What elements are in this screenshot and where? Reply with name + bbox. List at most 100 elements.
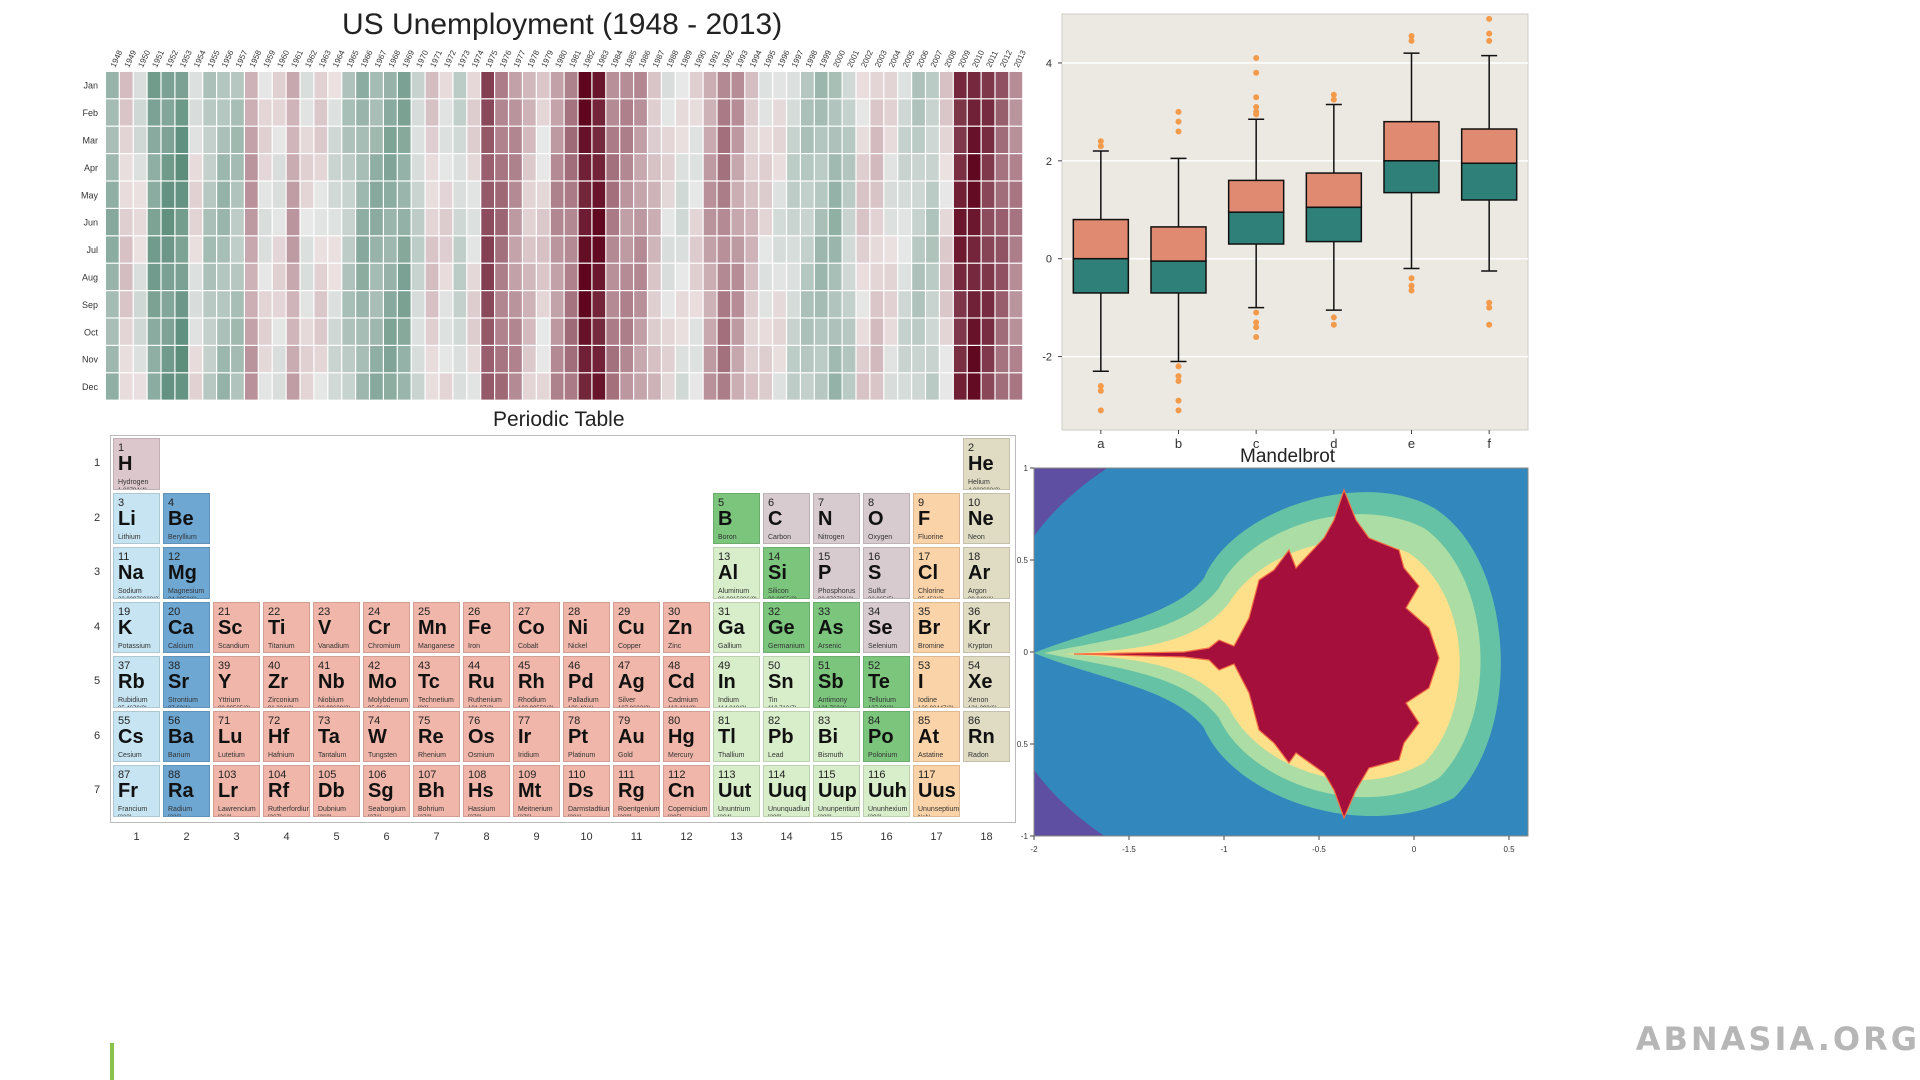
heatmap-cell bbox=[592, 236, 606, 263]
element-symbol: Hf bbox=[268, 725, 290, 748]
heatmap-cell bbox=[342, 291, 355, 318]
heatmap-cell bbox=[314, 263, 328, 290]
heatmap-cell bbox=[675, 236, 689, 263]
heatmap-cell bbox=[592, 346, 606, 373]
heatmap-cell bbox=[717, 346, 731, 373]
heatmap-cell bbox=[703, 209, 717, 236]
heatmap-cell bbox=[634, 263, 647, 290]
heatmap-cell bbox=[953, 126, 967, 153]
heatmap-cell bbox=[300, 154, 314, 181]
element-symbol: O bbox=[868, 507, 884, 530]
heatmap-cell bbox=[842, 72, 856, 99]
heatmap-cell bbox=[856, 209, 870, 236]
element-name: Ununpentium bbox=[818, 806, 860, 813]
heatmap-cell bbox=[564, 236, 578, 263]
element-number: 25 bbox=[418, 605, 431, 618]
heatmap-cell bbox=[995, 373, 1009, 400]
heatmap-cell bbox=[550, 72, 564, 99]
element-mass: 101.07(2) bbox=[468, 706, 494, 707]
heatmap-cell bbox=[203, 181, 216, 208]
boxplot-xtick-label: b bbox=[1175, 436, 1182, 451]
heatmap-cell bbox=[509, 99, 522, 126]
element-number: 53 bbox=[918, 660, 931, 672]
heatmap-cell bbox=[161, 209, 175, 236]
element-name: Xenon bbox=[968, 697, 989, 704]
heatmap-cell bbox=[773, 263, 786, 290]
heatmap-cell bbox=[634, 373, 647, 400]
heatmap-cell bbox=[161, 318, 175, 345]
heatmap-cell bbox=[828, 126, 842, 153]
element-number: 113 bbox=[718, 769, 736, 781]
heatmap-cell bbox=[286, 154, 300, 181]
heatmap-cell bbox=[578, 263, 592, 290]
heatmap-cell bbox=[745, 263, 759, 290]
element-number: 35 bbox=[918, 605, 931, 618]
heatmap-cell bbox=[703, 346, 717, 373]
mandelbrot-ytick-label: 1 bbox=[1024, 464, 1029, 473]
heatmap-cell bbox=[898, 346, 911, 373]
element-name: Rubidium bbox=[118, 697, 148, 704]
heatmap-cell bbox=[300, 263, 314, 290]
heatmap-cell bbox=[133, 126, 147, 153]
heatmap-cell bbox=[620, 263, 633, 290]
element-name: Tantalum bbox=[318, 751, 347, 759]
heatmap-cell bbox=[995, 72, 1009, 99]
element-p: 15P Phosphorus 30.973762(2) bbox=[813, 547, 860, 599]
heatmap-cell bbox=[675, 263, 689, 290]
heatmap-cell bbox=[411, 209, 425, 236]
heatmap-cell bbox=[787, 291, 800, 318]
heatmap-cell bbox=[967, 236, 981, 263]
boxplot-outlier bbox=[1097, 382, 1104, 389]
element-name: Magnesium bbox=[168, 588, 205, 595]
heatmap-cell bbox=[550, 154, 564, 181]
element-i: 53I Iodine 126.90447(3) bbox=[913, 656, 960, 708]
heatmap-cell bbox=[856, 346, 870, 373]
heatmap-cell bbox=[564, 209, 578, 236]
boxplot-outlier bbox=[1486, 321, 1493, 328]
heatmap-cell bbox=[662, 154, 675, 181]
element-symbol: In bbox=[718, 671, 736, 693]
heatmap-cell bbox=[175, 72, 189, 99]
element-name: Darmstadtium bbox=[568, 806, 610, 813]
element-symbol: Ta bbox=[318, 725, 340, 748]
heatmap-cell bbox=[411, 181, 425, 208]
heatmap-cell bbox=[926, 263, 939, 290]
heatmap-cell bbox=[675, 346, 689, 373]
boxplot-outlier bbox=[1408, 37, 1415, 44]
element-number: 24 bbox=[368, 605, 381, 618]
heatmap-cell bbox=[439, 263, 453, 290]
heatmap-cell bbox=[940, 373, 953, 400]
heatmap-month-label: Oct bbox=[84, 327, 99, 337]
heatmap-cell bbox=[884, 126, 898, 153]
element-name: Iridium bbox=[518, 751, 540, 759]
heatmap-cell bbox=[523, 209, 536, 236]
element-number: 28 bbox=[568, 605, 581, 618]
element-symbol: Fe bbox=[468, 616, 492, 639]
heatmap-cell bbox=[1009, 236, 1023, 263]
element-symbol: Be bbox=[168, 507, 194, 530]
element-symbol: Pd bbox=[568, 671, 594, 693]
element-number: 47 bbox=[618, 660, 631, 672]
heatmap-cell bbox=[689, 263, 703, 290]
heatmap-cell bbox=[272, 236, 286, 263]
heatmap-cell bbox=[926, 373, 939, 400]
accent-bar bbox=[110, 1043, 114, 1080]
element-name: Cadmium bbox=[668, 697, 698, 704]
heatmap-cell bbox=[481, 263, 494, 290]
boxplot-outlier bbox=[1097, 387, 1104, 394]
element-name: Manganese bbox=[418, 642, 455, 650]
heatmap-cell bbox=[620, 181, 633, 208]
heatmap-cell bbox=[717, 263, 731, 290]
heatmap-cell bbox=[870, 291, 884, 318]
element-symbol: Xe bbox=[968, 671, 993, 693]
element-symbol: Mg bbox=[168, 562, 197, 584]
element-name: Polonium bbox=[868, 751, 898, 759]
element-mass: 121.760(1) bbox=[818, 706, 847, 707]
